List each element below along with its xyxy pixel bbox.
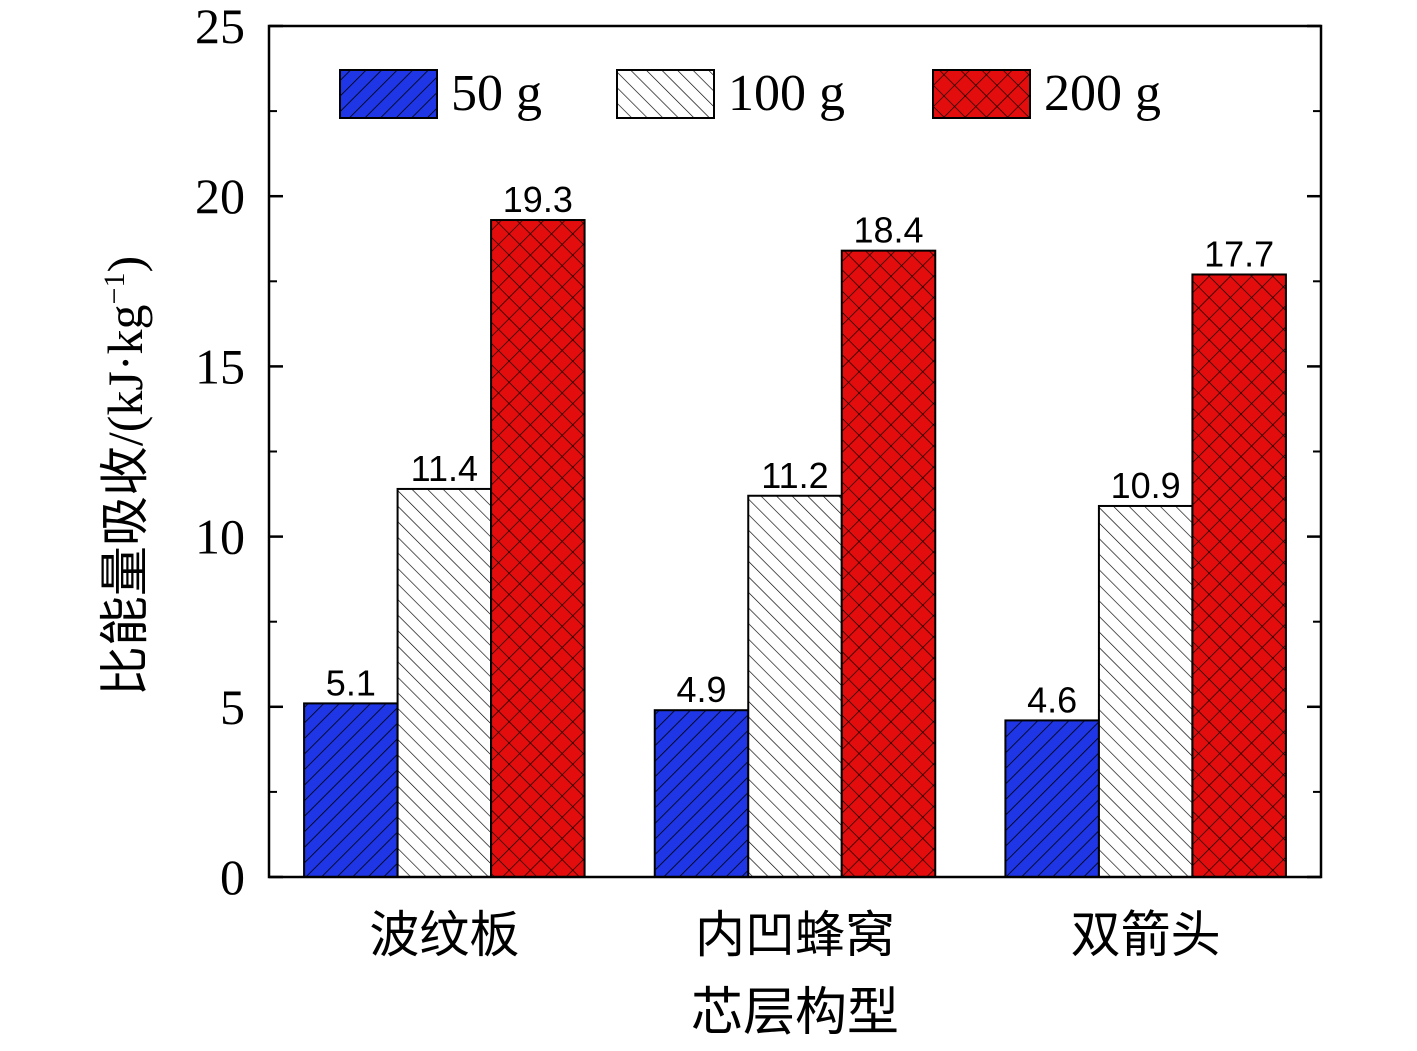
bar-hatch bbox=[396, 487, 493, 878]
y-tick-label: 10 bbox=[195, 509, 245, 565]
value-label: 11.4 bbox=[411, 448, 478, 489]
value-label: 4.6 bbox=[1027, 679, 1077, 720]
value-label: 17.7 bbox=[1204, 233, 1274, 274]
bar-200-g-cat1 bbox=[490, 219, 586, 878]
bar-50-g-cat3 bbox=[1004, 719, 1100, 879]
bar-50-g-cat1 bbox=[303, 702, 399, 878]
bar-hatch bbox=[1191, 273, 1287, 878]
bar-200-g-cat2 bbox=[840, 249, 937, 878]
legend-label: 100 g bbox=[728, 65, 845, 122]
bar-hatch bbox=[747, 494, 843, 878]
legend-item-200-g: 200 g bbox=[932, 65, 1161, 122]
x-tick-label: 内凹蜂窝 bbox=[695, 907, 895, 963]
y-tick-label: 25 bbox=[195, 0, 245, 54]
bar-hatch bbox=[303, 702, 399, 878]
x-tick-label: 波纹板 bbox=[369, 907, 519, 963]
value-label: 10.9 bbox=[1111, 465, 1181, 506]
y-tick-label: 20 bbox=[195, 168, 245, 224]
bars-layer bbox=[303, 219, 1287, 879]
value-label: 4.9 bbox=[676, 669, 726, 710]
y-axis-title: 比能量吸收/(kJ·kg−1) bbox=[97, 256, 153, 696]
bar-100-g-cat2 bbox=[747, 494, 843, 878]
y-axis-title-close: ) bbox=[97, 256, 153, 273]
value-label: 19.3 bbox=[503, 179, 573, 220]
legend-swatch bbox=[932, 69, 1031, 119]
bar-hatch bbox=[653, 709, 750, 878]
legend-swatch bbox=[339, 69, 438, 119]
bar-50-g-cat2 bbox=[653, 709, 750, 878]
bar-hatch bbox=[1097, 504, 1194, 878]
bar-200-g-cat3 bbox=[1191, 273, 1287, 878]
legend-label: 50 g bbox=[451, 65, 542, 122]
value-labels-layer: 5.1 4.9 4.6 11.4 11.2 10.9 19.3 18.4 17.7 bbox=[326, 179, 1274, 720]
legend: 50 g 100 g 200 g bbox=[339, 65, 1161, 122]
bar-hatch bbox=[490, 219, 586, 878]
y-axis-title-main: 比能量吸收/(kJ·kg bbox=[97, 304, 153, 696]
y-axis-title-superscript: −1 bbox=[98, 273, 131, 305]
x-axis-title: 芯层构型 bbox=[691, 985, 899, 1042]
value-label: 18.4 bbox=[853, 210, 923, 251]
y-tick-label: 0 bbox=[220, 849, 245, 905]
bar-hatch bbox=[840, 249, 937, 878]
bar-100-g-cat1 bbox=[396, 487, 493, 878]
value-label: 11.2 bbox=[761, 455, 828, 496]
y-tick-label: 5 bbox=[220, 679, 245, 735]
x-tick-label: 双箭头 bbox=[1071, 907, 1221, 963]
legend-label: 200 g bbox=[1044, 65, 1161, 122]
axes-layer: 0 5 10 15 20 25 波纹板 内凹蜂窝 双箭头 bbox=[195, 0, 1323, 963]
y-tick-label: 15 bbox=[195, 338, 245, 394]
value-label: 5.1 bbox=[326, 662, 376, 703]
legend-item-50-g: 50 g bbox=[339, 65, 542, 122]
legend-swatch bbox=[616, 69, 715, 119]
legend-item-100-g: 100 g bbox=[616, 65, 845, 122]
bar-hatch bbox=[1004, 719, 1100, 879]
bar-100-g-cat3 bbox=[1097, 504, 1194, 878]
